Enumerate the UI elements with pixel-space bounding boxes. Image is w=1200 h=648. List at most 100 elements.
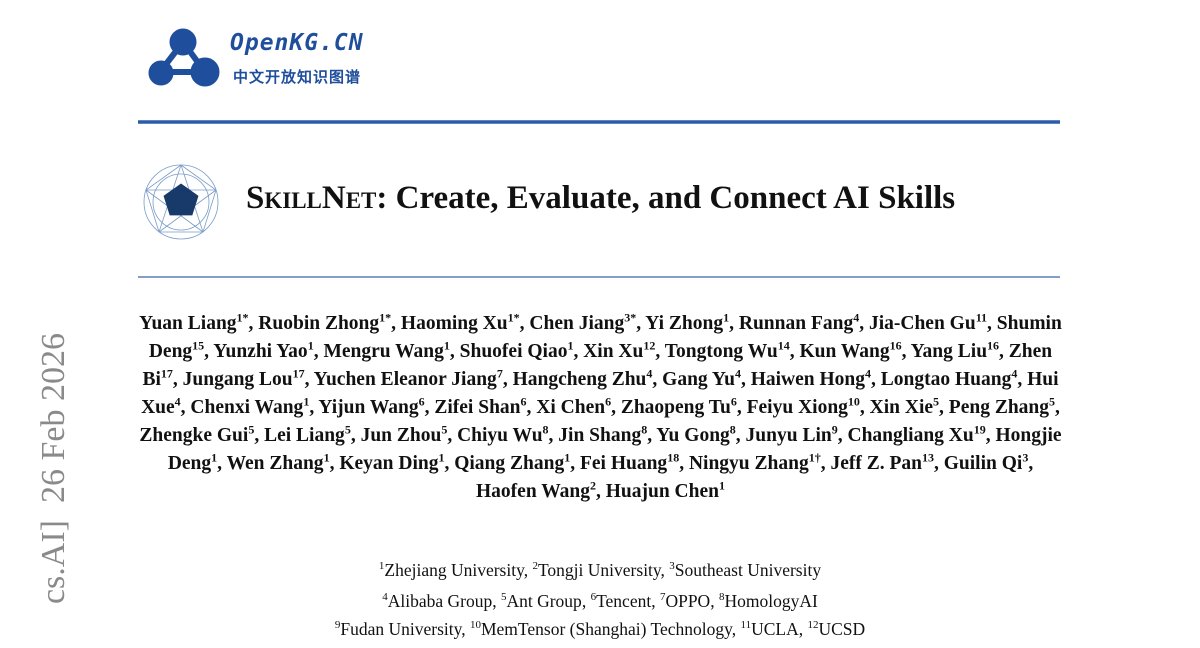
affiliation-name: Ant Group — [506, 591, 582, 611]
author-affiliation: 1* — [379, 310, 392, 325]
author-name: Keyan Ding — [339, 453, 439, 474]
separator: , — [523, 560, 533, 580]
affiliation-name: Zhejiang University — [384, 560, 524, 580]
affiliation-name: Southeast University — [674, 560, 822, 580]
separator: , — [492, 591, 501, 611]
separator: , — [519, 313, 530, 334]
author-affiliation: 1 — [323, 450, 330, 465]
author-affiliation: 4 — [646, 366, 653, 381]
separator: , — [859, 397, 870, 418]
author-name: Jin Shang — [558, 425, 642, 446]
author-affiliation: 1 — [564, 450, 571, 465]
separator: , — [655, 341, 665, 362]
separator: , — [304, 369, 314, 390]
author-name: Runnan Fang — [738, 313, 854, 334]
separator: , — [1028, 453, 1034, 474]
separator: , — [350, 425, 361, 446]
author-name: Feiyu Xiong — [746, 397, 848, 418]
author-affiliation: 17 — [160, 366, 173, 381]
author-affiliation: 17 — [292, 366, 305, 381]
author-name: Yu Gong — [656, 425, 730, 446]
author-name: Ningyu Zhang — [688, 453, 809, 474]
author-affiliation: 1† — [808, 450, 821, 465]
author-affiliation: 12 — [643, 338, 656, 353]
author-name: Jia-Chen Gu — [868, 313, 976, 334]
author-affiliation: 6 — [730, 394, 737, 409]
affiliation-line: 9Fudan University, 10MemTensor (Shanghai… — [0, 619, 1200, 639]
separator: , — [329, 453, 340, 474]
author-affiliation: 6 — [418, 394, 425, 409]
author-affiliation: 13 — [921, 450, 934, 465]
affiliation-number: 5 — [500, 591, 507, 604]
separator: , — [526, 397, 537, 418]
separator: , — [636, 313, 646, 334]
affiliation-number: 7 — [659, 591, 666, 604]
author-list: Yuan Liang1*, Ruobin Zhong1*, Haoming Xu… — [138, 310, 1063, 506]
author-name: Yi Zhong — [645, 313, 724, 334]
separator: , — [660, 560, 670, 580]
affiliation-name: Alibaba Group — [387, 591, 493, 611]
separator: , — [731, 619, 741, 639]
author-name: Huajun Chen — [605, 481, 719, 502]
separator: , — [172, 369, 183, 390]
author-name: Junyu Lin — [745, 425, 832, 446]
skillnet-icon — [143, 164, 219, 240]
separator: , — [424, 397, 435, 418]
author-name: Zhen Bi — [142, 341, 1053, 390]
separator: , — [789, 341, 800, 362]
author-name: Guilin Qi — [943, 453, 1023, 474]
author-name: Yuchen Eleanor Jiang — [313, 369, 497, 390]
separator: , — [651, 591, 660, 611]
author-name: Yunzhi Yao — [213, 341, 308, 362]
separator: , — [837, 425, 848, 446]
author-affiliation: 1 — [303, 394, 310, 409]
author-affiliation: 2 — [589, 478, 596, 493]
author-name: Hui Xue — [141, 369, 1059, 418]
author-name: Zhengke Gui — [139, 425, 249, 446]
author-name: Hongjie Deng — [167, 425, 1062, 474]
separator: , — [254, 425, 265, 446]
separator: , — [871, 369, 881, 390]
affiliation-number: 8 — [718, 591, 725, 604]
separator: , — [999, 341, 1009, 362]
author-name: Chiyu Wu — [457, 425, 543, 446]
separator: , — [449, 341, 460, 362]
separator: , — [1017, 369, 1028, 390]
author-name: Jun Zhou — [360, 425, 442, 446]
separator: , — [820, 453, 831, 474]
affiliation-name: HomologyAI — [724, 591, 818, 611]
author-name: Wen Zhang — [226, 453, 324, 474]
author-affiliation: 15 — [192, 338, 205, 353]
author-affiliation: 3* — [624, 310, 637, 325]
author-name: Xin Xu — [583, 341, 644, 362]
separator: , — [736, 397, 747, 418]
author-name: Ruobin Zhong — [258, 313, 380, 334]
author-affiliation: 1 — [438, 450, 445, 465]
separator: , — [391, 313, 401, 334]
separator: , — [313, 341, 324, 362]
author-affiliation: 4 — [865, 366, 872, 381]
separator: , — [570, 453, 580, 474]
author-name: Haoming Xu — [400, 313, 508, 334]
title-smallcaps: SkillNet — [246, 180, 377, 216]
separator: , — [740, 369, 751, 390]
author-name: Qiang Zhang — [454, 453, 565, 474]
affiliation-name: Fudan University — [340, 619, 462, 639]
author-affiliation: 1* — [507, 310, 520, 325]
author-name: Gang Yu — [662, 369, 735, 390]
author-affiliation: 5 — [344, 422, 351, 437]
author-affiliation: 5 — [933, 394, 940, 409]
affiliation-number: 12 — [807, 619, 819, 632]
separator: , — [581, 591, 591, 611]
separator: , — [933, 453, 944, 474]
author-name: Yang Liu — [910, 341, 988, 362]
separator: , — [735, 425, 746, 446]
separator: , — [859, 313, 869, 334]
affiliation-name: UCSD — [818, 619, 866, 639]
affiliation-name: Tongji University — [537, 560, 661, 580]
author-affiliation: 1 — [211, 450, 218, 465]
author-affiliation: 1 — [443, 338, 450, 353]
author-affiliation: 5 — [1049, 394, 1056, 409]
affiliation-number: 10 — [469, 619, 481, 632]
author-name: Jungang Lou — [182, 369, 293, 390]
